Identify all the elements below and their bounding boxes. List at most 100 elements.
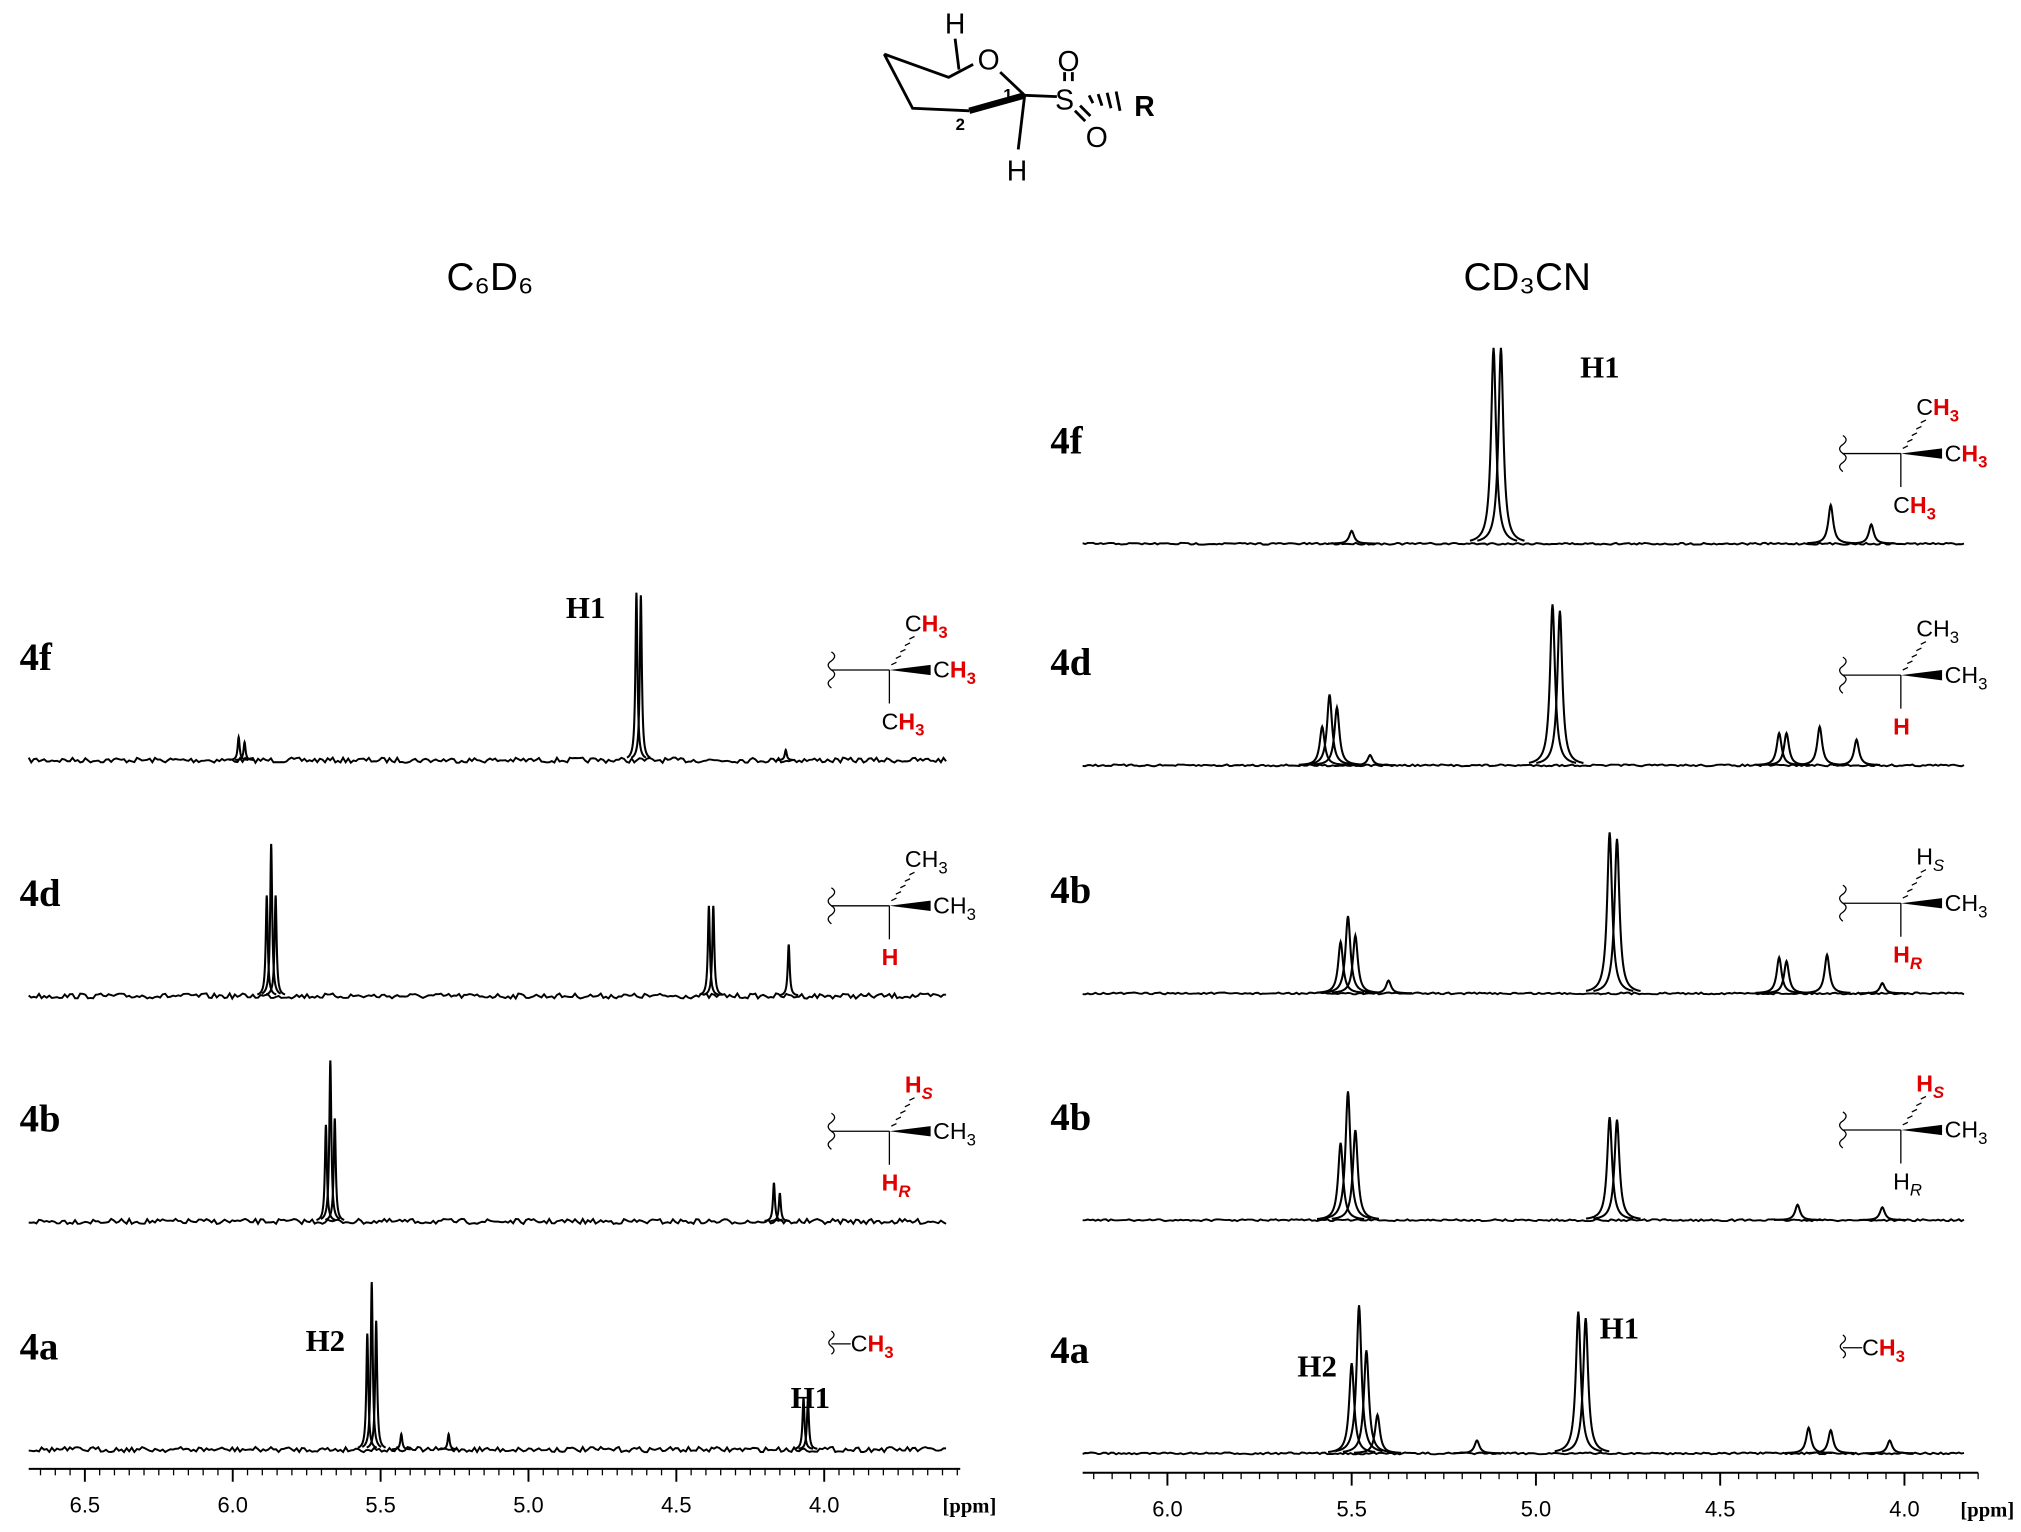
sr-bond xyxy=(1087,91,1122,112)
peak xyxy=(235,738,255,761)
peak xyxy=(798,1400,818,1450)
structure-label: H xyxy=(1007,155,1027,187)
peak xyxy=(699,905,719,996)
substituent-label: CH3 xyxy=(1916,616,1959,647)
h-bond xyxy=(953,38,961,70)
peak xyxy=(1305,694,1354,766)
substituent: CH3 xyxy=(1839,1334,1905,1366)
label-part: H xyxy=(1933,394,1950,420)
peak xyxy=(1785,1425,1833,1455)
series-label: 4a xyxy=(1050,1330,1089,1372)
x-tick-label: 6.5 xyxy=(70,1493,100,1518)
label-part: H xyxy=(1961,890,1978,916)
substituent-label: CH3 xyxy=(905,610,948,641)
peak xyxy=(1364,979,1413,995)
label-part: C xyxy=(851,1331,868,1357)
ring-bond xyxy=(968,92,1026,114)
hash-bond xyxy=(1902,894,1909,899)
substituent-label: CH3 xyxy=(1945,890,1988,921)
substituent-label: CH3 xyxy=(882,708,925,739)
peak xyxy=(1331,1129,1380,1220)
wedge-bond xyxy=(1900,1124,1943,1136)
hash-bond xyxy=(1906,888,1913,893)
hash-bond xyxy=(895,1116,902,1121)
label-part: H xyxy=(1961,1117,1978,1143)
hash-bond xyxy=(895,891,902,895)
label-part: C xyxy=(1945,1117,1962,1143)
hash-bond xyxy=(1911,653,1918,658)
hash-bond xyxy=(1916,425,1922,430)
label-part: C xyxy=(1945,662,1962,688)
panel-title: CD₃CN xyxy=(1464,256,1591,299)
label-sub: 3 xyxy=(967,905,976,924)
x-tick-label: 6.0 xyxy=(218,1493,248,1518)
peak xyxy=(1807,1428,1855,1455)
peak xyxy=(1832,737,1881,766)
label-part: H xyxy=(882,944,899,970)
hash-bond xyxy=(1916,1102,1922,1107)
hash-bond xyxy=(1911,432,1918,437)
x-axis-label: [ppm] xyxy=(942,1496,996,1518)
substituent-label: CH3 xyxy=(1893,492,1936,523)
series-label: 4f xyxy=(20,637,53,679)
label-sub: 3 xyxy=(1950,628,1959,647)
hash-bond xyxy=(1906,1115,1913,1119)
label-sub: R xyxy=(898,1182,910,1201)
series-label: 4b xyxy=(1050,1097,1091,1139)
label-part: H xyxy=(882,1170,899,1196)
label-part: H xyxy=(1879,1334,1896,1360)
panel-title: C₆D₆ xyxy=(446,256,533,299)
structure-bonds xyxy=(882,38,1122,150)
series-label: 4d xyxy=(1050,642,1091,684)
hash-bond xyxy=(1902,1121,1909,1126)
hash-bond xyxy=(1906,438,1913,443)
peak xyxy=(1453,1439,1501,1455)
series-label: 4b xyxy=(20,1098,61,1140)
peak-annotation: H2 xyxy=(306,1323,346,1358)
label-part: C xyxy=(1916,394,1933,420)
peak xyxy=(1331,931,1380,994)
peak xyxy=(764,1182,784,1222)
label-sub: 3 xyxy=(1927,504,1936,523)
hash-bond xyxy=(909,871,915,876)
peak xyxy=(1858,1205,1906,1222)
peak xyxy=(1346,753,1394,767)
label-sub: S xyxy=(922,1084,933,1103)
baseline xyxy=(28,991,947,1001)
substituent-label: CH3 xyxy=(1862,1334,1905,1365)
peak xyxy=(316,1124,336,1221)
peak xyxy=(626,592,647,759)
wedge-bond xyxy=(889,1126,931,1137)
label-part: C xyxy=(905,846,922,872)
peak xyxy=(439,1431,459,1451)
x-tick-label: 5.5 xyxy=(1336,1497,1366,1522)
label-part: H xyxy=(922,610,939,636)
label-sub: 3 xyxy=(1978,674,1987,693)
label-part: C xyxy=(1945,890,1962,916)
structure-label: 2 xyxy=(956,115,965,134)
peak xyxy=(366,1320,387,1449)
peak xyxy=(1858,981,1906,995)
ring-bond xyxy=(883,52,974,79)
substituent: CH3 xyxy=(828,1330,894,1362)
peak xyxy=(1807,502,1855,545)
baseline xyxy=(1082,541,1965,546)
peak xyxy=(1328,529,1376,545)
peak xyxy=(1313,703,1361,766)
peak xyxy=(1585,1116,1634,1220)
peak xyxy=(793,1397,814,1450)
label-sub: R xyxy=(1910,954,1922,973)
peak xyxy=(1324,915,1372,994)
label-sub: 3 xyxy=(1978,902,1987,921)
peak xyxy=(324,1118,345,1221)
label-sub: 3 xyxy=(1978,453,1987,472)
label-part: H xyxy=(1961,440,1978,466)
label-part: H xyxy=(867,1331,884,1357)
label-part: H xyxy=(1916,1070,1933,1096)
peak xyxy=(1593,838,1641,993)
series-label: 4d xyxy=(20,873,61,915)
